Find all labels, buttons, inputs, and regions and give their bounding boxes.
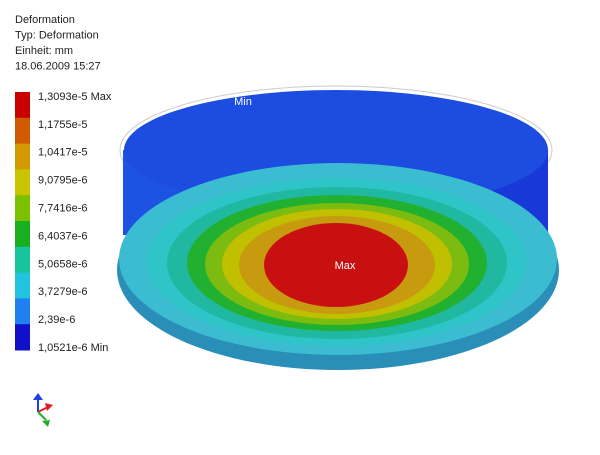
- axis-z-head: [42, 420, 50, 427]
- axis-y-head: [33, 393, 43, 400]
- legend-swatch: [15, 221, 30, 248]
- legend-label: 6,4037e-6: [38, 230, 88, 242]
- header-line: Einheit: mm: [15, 45, 73, 57]
- axis-x-head: [45, 403, 53, 411]
- axis-z: [37, 411, 47, 421]
- legend-label: 1,1755e-5: [38, 119, 88, 131]
- min-marker: Min: [234, 96, 252, 108]
- legend-swatch: [15, 324, 30, 351]
- legend-label: 9,0795e-6: [38, 175, 88, 187]
- legend-label: 1,3093e-5 Max: [38, 91, 112, 103]
- legend-swatch: [15, 92, 30, 119]
- max-marker: Max: [335, 260, 356, 272]
- legend-swatch: [15, 298, 30, 325]
- legend-swatch: [15, 117, 30, 145]
- header-line: Typ: Deformation: [15, 29, 99, 41]
- model: Min Max: [117, 85, 559, 370]
- header-line: 18.06.2009 15:27: [15, 60, 101, 72]
- axis-triad: [33, 393, 53, 427]
- legend-swatch: [15, 143, 30, 170]
- legend-label: 1,0521e-6 Min: [38, 342, 108, 354]
- legend-label: 1,0417e-5: [38, 147, 88, 159]
- legend-label: 7,7416e-6: [38, 203, 88, 215]
- header: Deformation Typ: Deformation Einheit: mm 18…: [15, 14, 101, 73]
- contour: [264, 223, 408, 307]
- legend-swatch: [15, 169, 30, 196]
- header-line: Deformation: [15, 14, 75, 26]
- legend-label: 3,7279e-6: [38, 286, 88, 298]
- legend-swatch: [15, 195, 30, 222]
- legend-swatch: [15, 246, 30, 274]
- legend-label: 2,39e-6: [38, 314, 75, 326]
- legend-label: 5,0658e-6: [38, 258, 88, 270]
- legend-swatch: [15, 272, 30, 299]
- legend: 1,3093e-5 Max 1,1755e-5 1,0417e-5 9,0795e-6…: [15, 91, 112, 354]
